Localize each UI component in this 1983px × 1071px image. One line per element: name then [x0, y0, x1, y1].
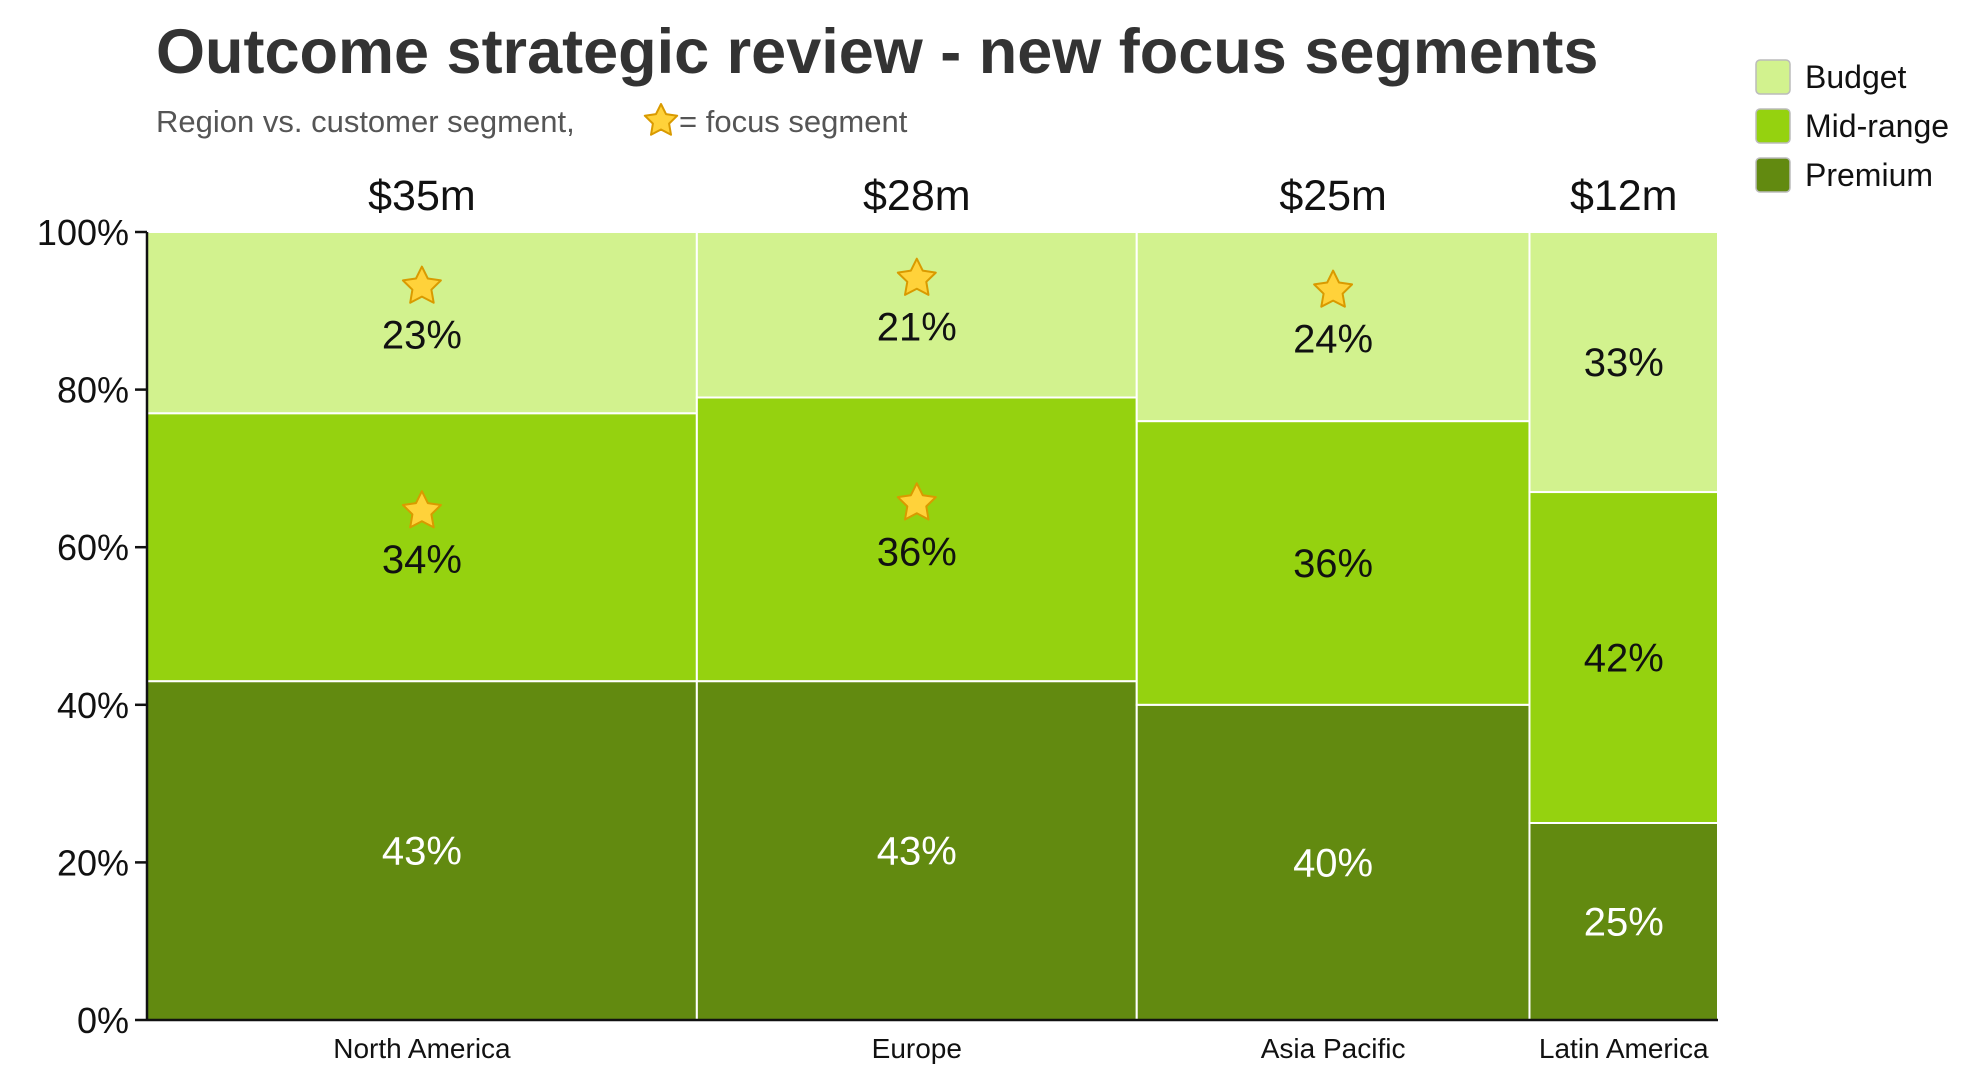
y-tick-label: 60%	[57, 527, 129, 568]
segment-mid-range-latin-america	[1528, 491, 1719, 824]
y-axis: 0% 20% 40% 60% 80% 100%	[37, 212, 1718, 1041]
focus-star-icon	[1313, 269, 1354, 308]
subtitle-suffix: = focus segment	[679, 104, 908, 139]
chart-subtitle: Region vs. customer segment,	[156, 104, 575, 139]
segment-value-label: 40%	[1293, 841, 1373, 885]
x-tick-label: Europe	[872, 1033, 962, 1064]
focus-star-icon	[401, 490, 442, 529]
y-tick-label: 100%	[37, 212, 129, 253]
column-total-label: $25m	[1279, 172, 1387, 220]
x-tick-label: North America	[333, 1033, 511, 1064]
column-total-label: $28m	[863, 172, 971, 220]
x-tick-label: Asia Pacific	[1261, 1033, 1406, 1064]
segment-value-label: 42%	[1584, 637, 1664, 681]
segment-value-label: 21%	[877, 306, 957, 350]
legend-label-budget: Budget	[1805, 59, 1907, 95]
legend: Budget Mid-range Premium	[1755, 59, 1949, 193]
segment-value-label: 25%	[1584, 901, 1664, 945]
segment-value-label: 34%	[382, 538, 462, 582]
legend-swatch-mid-range	[1755, 108, 1791, 144]
segment-budget-latin-america	[1528, 231, 1719, 494]
focus-star-icon	[401, 265, 442, 304]
segment-mid-range-north-america	[146, 412, 698, 683]
y-tick-label: 0%	[77, 1000, 129, 1041]
column-total-label: $35m	[368, 172, 476, 220]
legend-label-premium: Premium	[1805, 157, 1933, 193]
subtitle-star-icon	[643, 103, 679, 136]
segment-premium-europe	[695, 680, 1138, 1021]
segment-value-label: 24%	[1293, 318, 1373, 362]
segment-value-label: 43%	[877, 830, 957, 874]
segment-value-label: 43%	[382, 830, 462, 874]
segment-value-label: 23%	[382, 314, 462, 358]
segment-premium-north-america	[146, 680, 698, 1021]
y-tick-label: 80%	[57, 370, 129, 411]
legend-label-mid-range: Mid-range	[1805, 108, 1949, 144]
column-total-label: $12m	[1570, 172, 1678, 220]
y-tick-label: 20%	[57, 842, 129, 883]
segment-value-label: 36%	[1293, 542, 1373, 586]
legend-swatch-budget	[1755, 59, 1791, 95]
focus-star-icon	[896, 482, 937, 521]
subtitle-prefix: Region vs. customer segment,	[156, 104, 575, 139]
plot-area: 43% 34% 23% $35m North America 43% 36% 21% $28m E…	[146, 172, 1719, 1064]
star-icon	[643, 103, 679, 136]
segment-premium-latin-america	[1528, 822, 1719, 1021]
focus-star-icon	[896, 257, 937, 296]
x-tick-label: Latin America	[1539, 1033, 1709, 1064]
segment-mid-range-europe	[695, 396, 1138, 683]
segment-budget-asia-pacific	[1135, 231, 1531, 423]
segment-value-label: 33%	[1584, 341, 1664, 385]
y-tick-label: 40%	[57, 685, 129, 726]
segment-mid-range-asia-pacific	[1135, 420, 1531, 706]
segment-value-label: 36%	[877, 530, 957, 574]
chart-title: Outcome strategic review - new focus seg…	[156, 17, 1598, 87]
legend-swatch-premium	[1755, 157, 1791, 193]
